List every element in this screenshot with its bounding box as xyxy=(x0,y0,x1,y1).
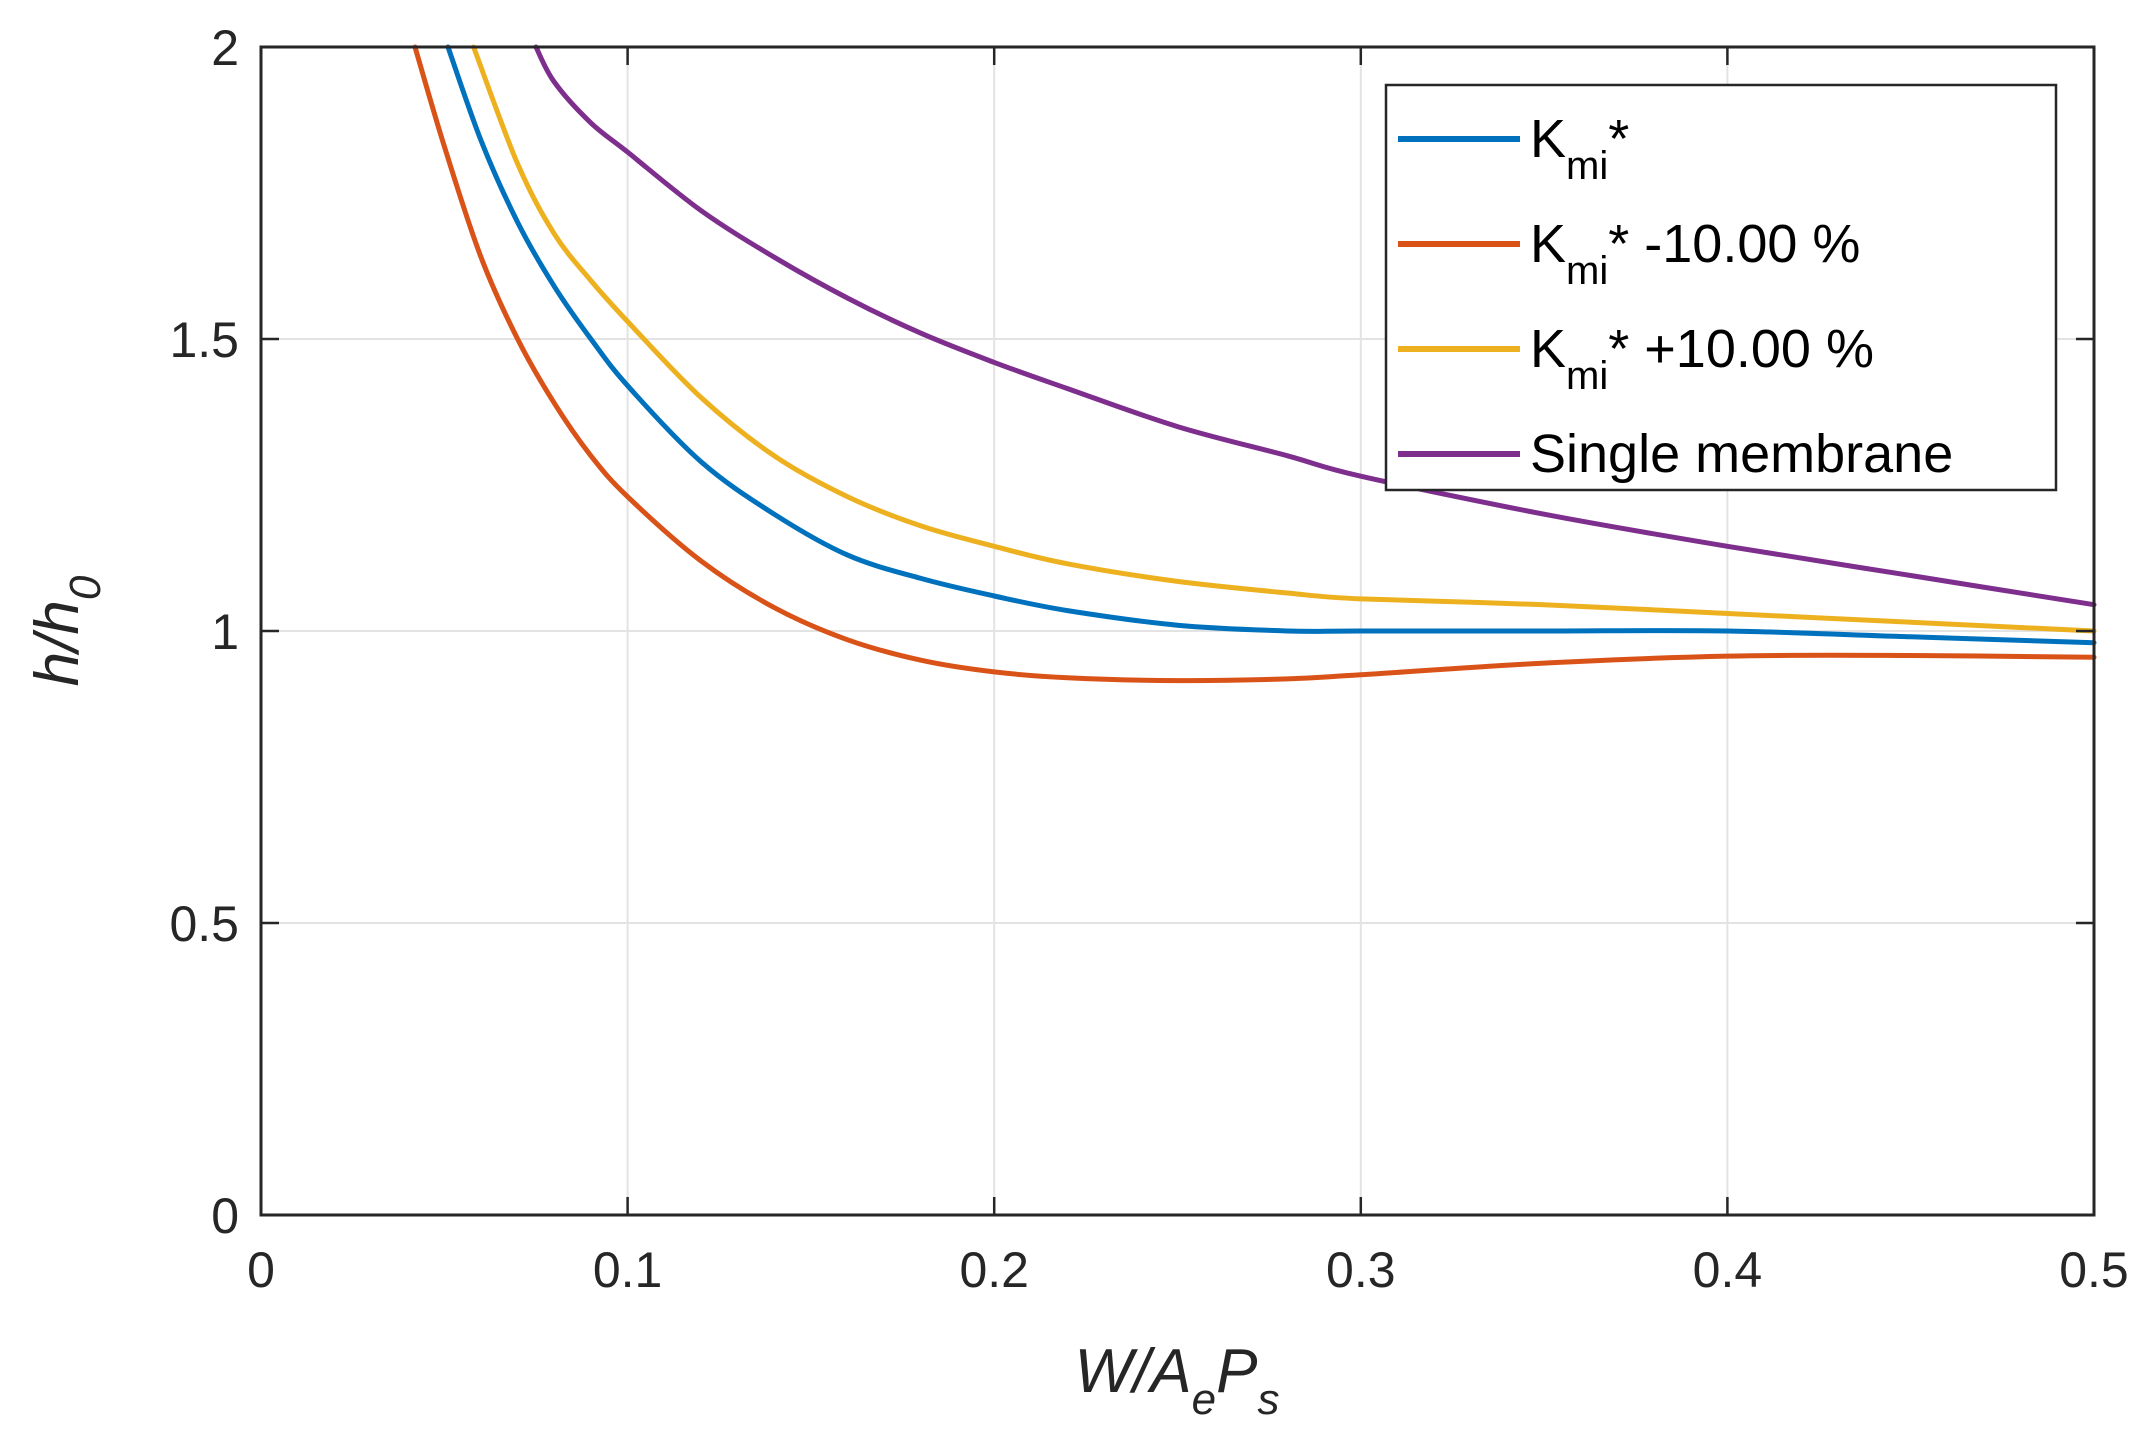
x-axis-title-sub2: s xyxy=(1257,1375,1279,1424)
y-tick-label: 1.5 xyxy=(169,312,239,368)
legend-label: Kmi* -10.00 % xyxy=(1530,214,1860,293)
tick-marks xyxy=(259,45,2096,1217)
legend-label: Single membrane xyxy=(1530,424,1953,484)
y-tick-labels: 0 0.5 1 1.5 2 xyxy=(169,20,239,1244)
y-tick-label: 0.5 xyxy=(169,896,239,952)
legend-label: Kmi* xyxy=(1530,109,1629,188)
legend-label-sub: mi xyxy=(1566,249,1608,293)
y-axis-title-base: h/h xyxy=(23,600,92,686)
legend-label-rest: * xyxy=(1608,109,1629,169)
series-line-kmi-plus-10 xyxy=(471,44,2097,634)
series-line-kmi xyxy=(445,44,2097,646)
x-axis-title-base: W/A xyxy=(1075,1337,1192,1406)
legend-label-sub: mi xyxy=(1566,144,1608,188)
x-tick-label: 0.3 xyxy=(1326,1242,1396,1298)
legend-label-rest: * +10.00 % xyxy=(1608,319,1874,379)
legend-label-main: K xyxy=(1530,214,1566,274)
legend-label-rest: * -10.00 % xyxy=(1608,214,1860,274)
y-tick-label: 1 xyxy=(211,604,239,660)
y-axis-title-sub: 0 xyxy=(61,575,110,600)
x-tick-label: 0.5 xyxy=(2059,1242,2129,1298)
x-tick-label: 0 xyxy=(247,1242,275,1298)
legend-label: Kmi* +10.00 % xyxy=(1530,319,1874,398)
series-group xyxy=(412,44,2097,684)
x-axis-title: W/AePs xyxy=(1075,1337,1280,1424)
legend-label-main: K xyxy=(1530,109,1566,169)
x-axis-title-mid: P xyxy=(1216,1337,1257,1406)
y-axis-title: h/h0 xyxy=(23,575,110,686)
series-line-kmi-minus-10 xyxy=(412,44,2097,684)
legend-label-main: K xyxy=(1530,319,1566,379)
legend-box xyxy=(1384,83,2058,492)
legend-label-main: Single membrane xyxy=(1530,424,1953,484)
legend-label-sub: mi xyxy=(1566,354,1608,398)
x-tick-label: 0.4 xyxy=(1693,1242,1763,1298)
x-axis-title-sub1: e xyxy=(1192,1375,1216,1424)
x-tick-labels: 0 0.1 0.2 0.3 0.4 0.5 xyxy=(247,1242,2129,1298)
x-tick-label: 0.1 xyxy=(593,1242,663,1298)
y-tick-label: 0 xyxy=(211,1188,239,1244)
series-line-single-membrane xyxy=(533,44,2097,608)
x-tick-label: 0.2 xyxy=(959,1242,1029,1298)
legend: Kmi*Kmi* -10.00 %Kmi* +10.00 %Single mem… xyxy=(1384,83,2058,492)
y-tick-label: 2 xyxy=(211,20,239,76)
